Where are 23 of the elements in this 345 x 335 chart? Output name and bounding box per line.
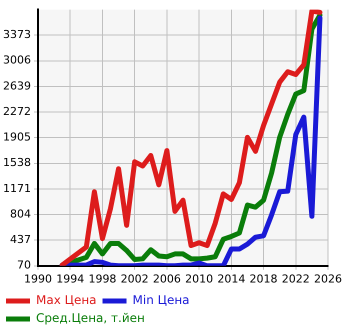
y-tick-label: 437 <box>10 233 31 246</box>
y-tick-label: 804 <box>10 207 31 220</box>
legend-label: Сред.Цена, т.йен <box>36 311 145 326</box>
x-tick-label: 2014 <box>217 272 246 286</box>
y-tick-label: 3373 <box>2 28 31 42</box>
y-tick-label: 1905 <box>2 130 31 144</box>
x-tick-label: 2006 <box>152 272 181 286</box>
x-tick-label: 1994 <box>56 272 84 286</box>
x-tick-label: 2018 <box>250 272 278 286</box>
x-tick-label: 2002 <box>120 272 149 286</box>
x-tick-label: 1990 <box>24 272 52 286</box>
x-tick-label: 1998 <box>88 272 116 286</box>
legend-label: Max Цена <box>36 293 97 308</box>
x-tick-label: 2026 <box>314 272 342 286</box>
y-tick-label: 2639 <box>2 79 31 92</box>
y-tick-label: 2272 <box>2 104 31 118</box>
x-tick-label: 2010 <box>185 272 214 286</box>
y-tick-label: 70 <box>16 258 31 272</box>
x-tick-label: 2022 <box>282 272 310 286</box>
y-tick-label: 1538 <box>2 156 31 170</box>
y-tick-label: 3006 <box>2 54 31 67</box>
legend-label: Min Цена <box>132 293 190 308</box>
y-tick-label: 1171 <box>2 182 31 195</box>
